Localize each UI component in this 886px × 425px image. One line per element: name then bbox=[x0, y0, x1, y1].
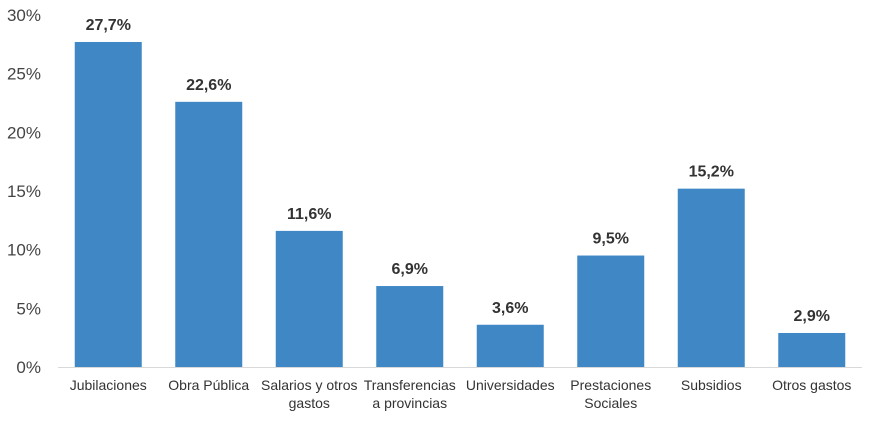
category-label: Subsidios bbox=[681, 377, 742, 393]
category-label: Salarios y otros bbox=[261, 377, 357, 393]
data-label: 3,6% bbox=[492, 300, 528, 317]
bar bbox=[376, 286, 444, 367]
data-label: 27,7% bbox=[86, 17, 131, 34]
category-label: Jubilaciones bbox=[70, 377, 147, 393]
bar bbox=[577, 255, 645, 367]
y-tick-label: 5% bbox=[16, 299, 41, 318]
data-label: 6,9% bbox=[392, 261, 428, 278]
bar bbox=[476, 324, 544, 367]
bars bbox=[74, 41, 846, 368]
bar bbox=[175, 101, 243, 368]
category-label: Obra Pública bbox=[168, 377, 249, 393]
category-label: gastos bbox=[289, 395, 330, 411]
category-label: Universidades bbox=[466, 377, 555, 393]
bar bbox=[74, 41, 142, 368]
data-label: 11,6% bbox=[287, 206, 331, 223]
y-tick-label: 30% bbox=[7, 6, 41, 25]
y-axis-ticks: 0% 5% 10% 15% 20% 25% 30% bbox=[7, 6, 41, 377]
data-label: 15,2% bbox=[689, 164, 734, 181]
category-label: Transferencias bbox=[364, 377, 456, 393]
y-tick-label: 25% bbox=[7, 65, 41, 84]
category-label: Prestaciones bbox=[570, 377, 651, 393]
data-label: 2,9% bbox=[794, 308, 830, 325]
data-labels: 27,7% 22,6% 11,6% 6,9% 3,6% 9,5% 15,2% 2,9% bbox=[86, 17, 830, 325]
category-labels: Jubilaciones Obra Pública Salarios y otros… bbox=[70, 377, 852, 411]
data-label: 22,6% bbox=[186, 77, 231, 94]
y-tick-label: 10% bbox=[7, 241, 41, 260]
category-label: a provincias bbox=[372, 395, 447, 411]
bar bbox=[677, 188, 745, 367]
category-label: Otros gastos bbox=[772, 377, 851, 393]
bar bbox=[275, 230, 343, 367]
y-tick-label: 0% bbox=[16, 358, 41, 377]
category-label: Sociales bbox=[584, 395, 637, 411]
data-label: 9,5% bbox=[593, 231, 629, 248]
y-tick-label: 15% bbox=[7, 182, 41, 201]
bar bbox=[778, 332, 846, 367]
y-tick-label: 20% bbox=[7, 123, 41, 142]
